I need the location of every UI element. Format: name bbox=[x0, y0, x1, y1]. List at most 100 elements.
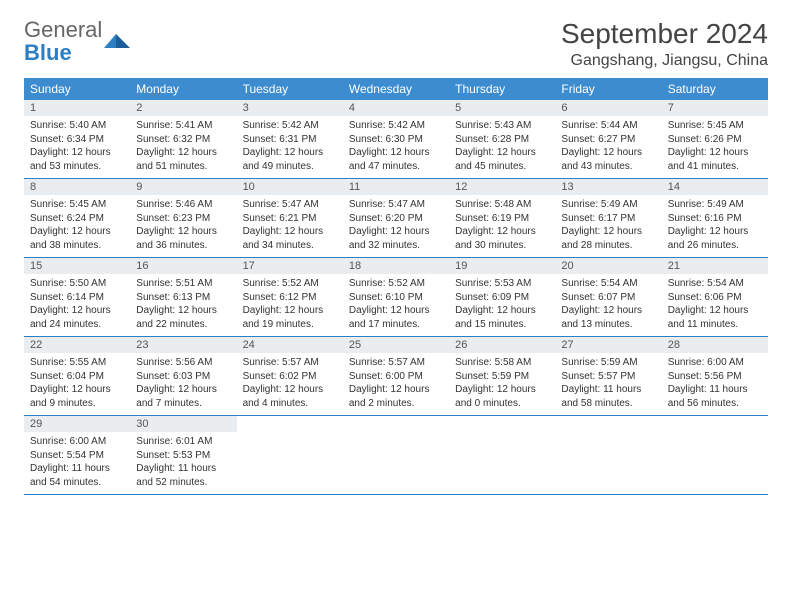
sunset-text: Sunset: 5:54 PM bbox=[30, 449, 124, 463]
sunset-text: Sunset: 6:26 PM bbox=[668, 133, 762, 147]
calendar-cell: 13Sunrise: 5:49 AMSunset: 6:17 PMDayligh… bbox=[555, 179, 661, 257]
day-number: 29 bbox=[24, 416, 130, 432]
sunrise-text: Sunrise: 5:41 AM bbox=[136, 119, 230, 133]
sunset-text: Sunset: 6:12 PM bbox=[243, 291, 337, 305]
logo-text: General Blue bbox=[24, 18, 102, 64]
cell-body: Sunrise: 5:49 AMSunset: 6:17 PMDaylight:… bbox=[555, 195, 661, 256]
daylight-text: Daylight: 12 hours and 53 minutes. bbox=[30, 146, 124, 173]
calendar-cell: 12Sunrise: 5:48 AMSunset: 6:19 PMDayligh… bbox=[449, 179, 555, 257]
sunrise-text: Sunrise: 5:58 AM bbox=[455, 356, 549, 370]
calendar-cell: 30Sunrise: 6:01 AMSunset: 5:53 PMDayligh… bbox=[130, 416, 236, 494]
day-number: 18 bbox=[343, 258, 449, 274]
sunset-text: Sunset: 5:57 PM bbox=[561, 370, 655, 384]
cell-body: Sunrise: 5:53 AMSunset: 6:09 PMDaylight:… bbox=[449, 274, 555, 335]
week-row: 22Sunrise: 5:55 AMSunset: 6:04 PMDayligh… bbox=[24, 337, 768, 416]
week-row: 1Sunrise: 5:40 AMSunset: 6:34 PMDaylight… bbox=[24, 100, 768, 179]
sunrise-text: Sunrise: 5:43 AM bbox=[455, 119, 549, 133]
day-number bbox=[662, 416, 768, 432]
sunset-text: Sunset: 6:09 PM bbox=[455, 291, 549, 305]
sunset-text: Sunset: 6:30 PM bbox=[349, 133, 443, 147]
cell-body: Sunrise: 6:01 AMSunset: 5:53 PMDaylight:… bbox=[130, 432, 236, 493]
cell-body: Sunrise: 5:41 AMSunset: 6:32 PMDaylight:… bbox=[130, 116, 236, 177]
calendar-cell: 8Sunrise: 5:45 AMSunset: 6:24 PMDaylight… bbox=[24, 179, 130, 257]
day-number: 21 bbox=[662, 258, 768, 274]
daylight-text: Daylight: 12 hours and 43 minutes. bbox=[561, 146, 655, 173]
day-number: 15 bbox=[24, 258, 130, 274]
calendar-cell bbox=[237, 416, 343, 494]
day-number: 11 bbox=[343, 179, 449, 195]
cell-body: Sunrise: 5:51 AMSunset: 6:13 PMDaylight:… bbox=[130, 274, 236, 335]
sunset-text: Sunset: 6:17 PM bbox=[561, 212, 655, 226]
sunset-text: Sunset: 6:32 PM bbox=[136, 133, 230, 147]
cell-body: Sunrise: 5:45 AMSunset: 6:24 PMDaylight:… bbox=[24, 195, 130, 256]
daylight-text: Daylight: 12 hours and 45 minutes. bbox=[455, 146, 549, 173]
calendar-cell bbox=[662, 416, 768, 494]
calendar-cell: 22Sunrise: 5:55 AMSunset: 6:04 PMDayligh… bbox=[24, 337, 130, 415]
sunset-text: Sunset: 6:31 PM bbox=[243, 133, 337, 147]
day-number: 16 bbox=[130, 258, 236, 274]
cell-body: Sunrise: 5:47 AMSunset: 6:21 PMDaylight:… bbox=[237, 195, 343, 256]
daylight-text: Daylight: 12 hours and 2 minutes. bbox=[349, 383, 443, 410]
sunrise-text: Sunrise: 5:49 AM bbox=[561, 198, 655, 212]
calendar-cell: 16Sunrise: 5:51 AMSunset: 6:13 PMDayligh… bbox=[130, 258, 236, 336]
daylight-text: Daylight: 12 hours and 30 minutes. bbox=[455, 225, 549, 252]
calendar-cell: 19Sunrise: 5:53 AMSunset: 6:09 PMDayligh… bbox=[449, 258, 555, 336]
calendar-cell: 24Sunrise: 5:57 AMSunset: 6:02 PMDayligh… bbox=[237, 337, 343, 415]
day-number: 19 bbox=[449, 258, 555, 274]
sunset-text: Sunset: 5:53 PM bbox=[136, 449, 230, 463]
sunset-text: Sunset: 6:20 PM bbox=[349, 212, 443, 226]
day-number: 24 bbox=[237, 337, 343, 353]
sunrise-text: Sunrise: 6:01 AM bbox=[136, 435, 230, 449]
week-row: 8Sunrise: 5:45 AMSunset: 6:24 PMDaylight… bbox=[24, 179, 768, 258]
calendar-cell bbox=[555, 416, 661, 494]
logo: General Blue bbox=[24, 18, 132, 64]
week-row: 29Sunrise: 6:00 AMSunset: 5:54 PMDayligh… bbox=[24, 416, 768, 495]
calendar: SundayMondayTuesdayWednesdayThursdayFrid… bbox=[24, 78, 768, 495]
calendar-cell: 20Sunrise: 5:54 AMSunset: 6:07 PMDayligh… bbox=[555, 258, 661, 336]
day-number: 22 bbox=[24, 337, 130, 353]
daylight-text: Daylight: 12 hours and 41 minutes. bbox=[668, 146, 762, 173]
day-number bbox=[237, 416, 343, 432]
day-number: 13 bbox=[555, 179, 661, 195]
sunset-text: Sunset: 6:10 PM bbox=[349, 291, 443, 305]
page-title: September 2024 bbox=[561, 18, 768, 50]
daylight-text: Daylight: 12 hours and 49 minutes. bbox=[243, 146, 337, 173]
daylight-text: Daylight: 12 hours and 47 minutes. bbox=[349, 146, 443, 173]
sunrise-text: Sunrise: 5:49 AM bbox=[668, 198, 762, 212]
daylight-text: Daylight: 11 hours and 54 minutes. bbox=[30, 462, 124, 489]
sunrise-text: Sunrise: 5:47 AM bbox=[349, 198, 443, 212]
sunset-text: Sunset: 6:04 PM bbox=[30, 370, 124, 384]
logo-word-blue: Blue bbox=[24, 40, 72, 65]
day-header: Tuesday bbox=[237, 78, 343, 100]
calendar-cell: 18Sunrise: 5:52 AMSunset: 6:10 PMDayligh… bbox=[343, 258, 449, 336]
day-number: 8 bbox=[24, 179, 130, 195]
day-number: 14 bbox=[662, 179, 768, 195]
day-number: 1 bbox=[24, 100, 130, 116]
sunset-text: Sunset: 6:21 PM bbox=[243, 212, 337, 226]
cell-body: Sunrise: 5:50 AMSunset: 6:14 PMDaylight:… bbox=[24, 274, 130, 335]
sunset-text: Sunset: 6:03 PM bbox=[136, 370, 230, 384]
day-number: 27 bbox=[555, 337, 661, 353]
day-number: 10 bbox=[237, 179, 343, 195]
day-number: 7 bbox=[662, 100, 768, 116]
sunrise-text: Sunrise: 5:54 AM bbox=[668, 277, 762, 291]
sunset-text: Sunset: 5:56 PM bbox=[668, 370, 762, 384]
daylight-text: Daylight: 12 hours and 26 minutes. bbox=[668, 225, 762, 252]
cell-body: Sunrise: 5:45 AMSunset: 6:26 PMDaylight:… bbox=[662, 116, 768, 177]
cell-body: Sunrise: 5:46 AMSunset: 6:23 PMDaylight:… bbox=[130, 195, 236, 256]
cell-body: Sunrise: 5:42 AMSunset: 6:31 PMDaylight:… bbox=[237, 116, 343, 177]
calendar-cell: 5Sunrise: 5:43 AMSunset: 6:28 PMDaylight… bbox=[449, 100, 555, 178]
sunset-text: Sunset: 6:24 PM bbox=[30, 212, 124, 226]
daylight-text: Daylight: 12 hours and 51 minutes. bbox=[136, 146, 230, 173]
sunrise-text: Sunrise: 5:50 AM bbox=[30, 277, 124, 291]
sunrise-text: Sunrise: 5:45 AM bbox=[668, 119, 762, 133]
day-header: Friday bbox=[555, 78, 661, 100]
daylight-text: Daylight: 12 hours and 11 minutes. bbox=[668, 304, 762, 331]
day-number: 26 bbox=[449, 337, 555, 353]
week-row: 15Sunrise: 5:50 AMSunset: 6:14 PMDayligh… bbox=[24, 258, 768, 337]
cell-body: Sunrise: 5:57 AMSunset: 6:00 PMDaylight:… bbox=[343, 353, 449, 414]
sunrise-text: Sunrise: 5:40 AM bbox=[30, 119, 124, 133]
day-header: Wednesday bbox=[343, 78, 449, 100]
day-number: 4 bbox=[343, 100, 449, 116]
calendar-cell: 25Sunrise: 5:57 AMSunset: 6:00 PMDayligh… bbox=[343, 337, 449, 415]
